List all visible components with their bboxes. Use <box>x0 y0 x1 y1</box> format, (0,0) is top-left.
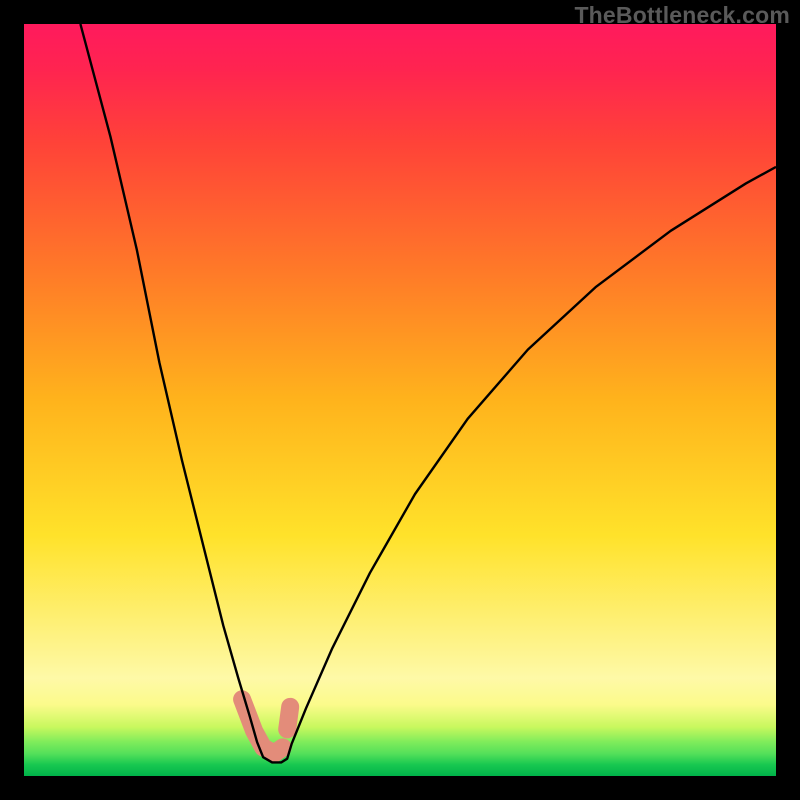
range-marker-right <box>287 707 290 730</box>
chart-frame: TheBottleneck.com <box>0 0 800 800</box>
bottleneck-curve <box>80 24 776 762</box>
curve-layer <box>24 24 776 776</box>
watermark-text: TheBottleneck.com <box>574 2 790 29</box>
plot-area <box>24 24 776 776</box>
